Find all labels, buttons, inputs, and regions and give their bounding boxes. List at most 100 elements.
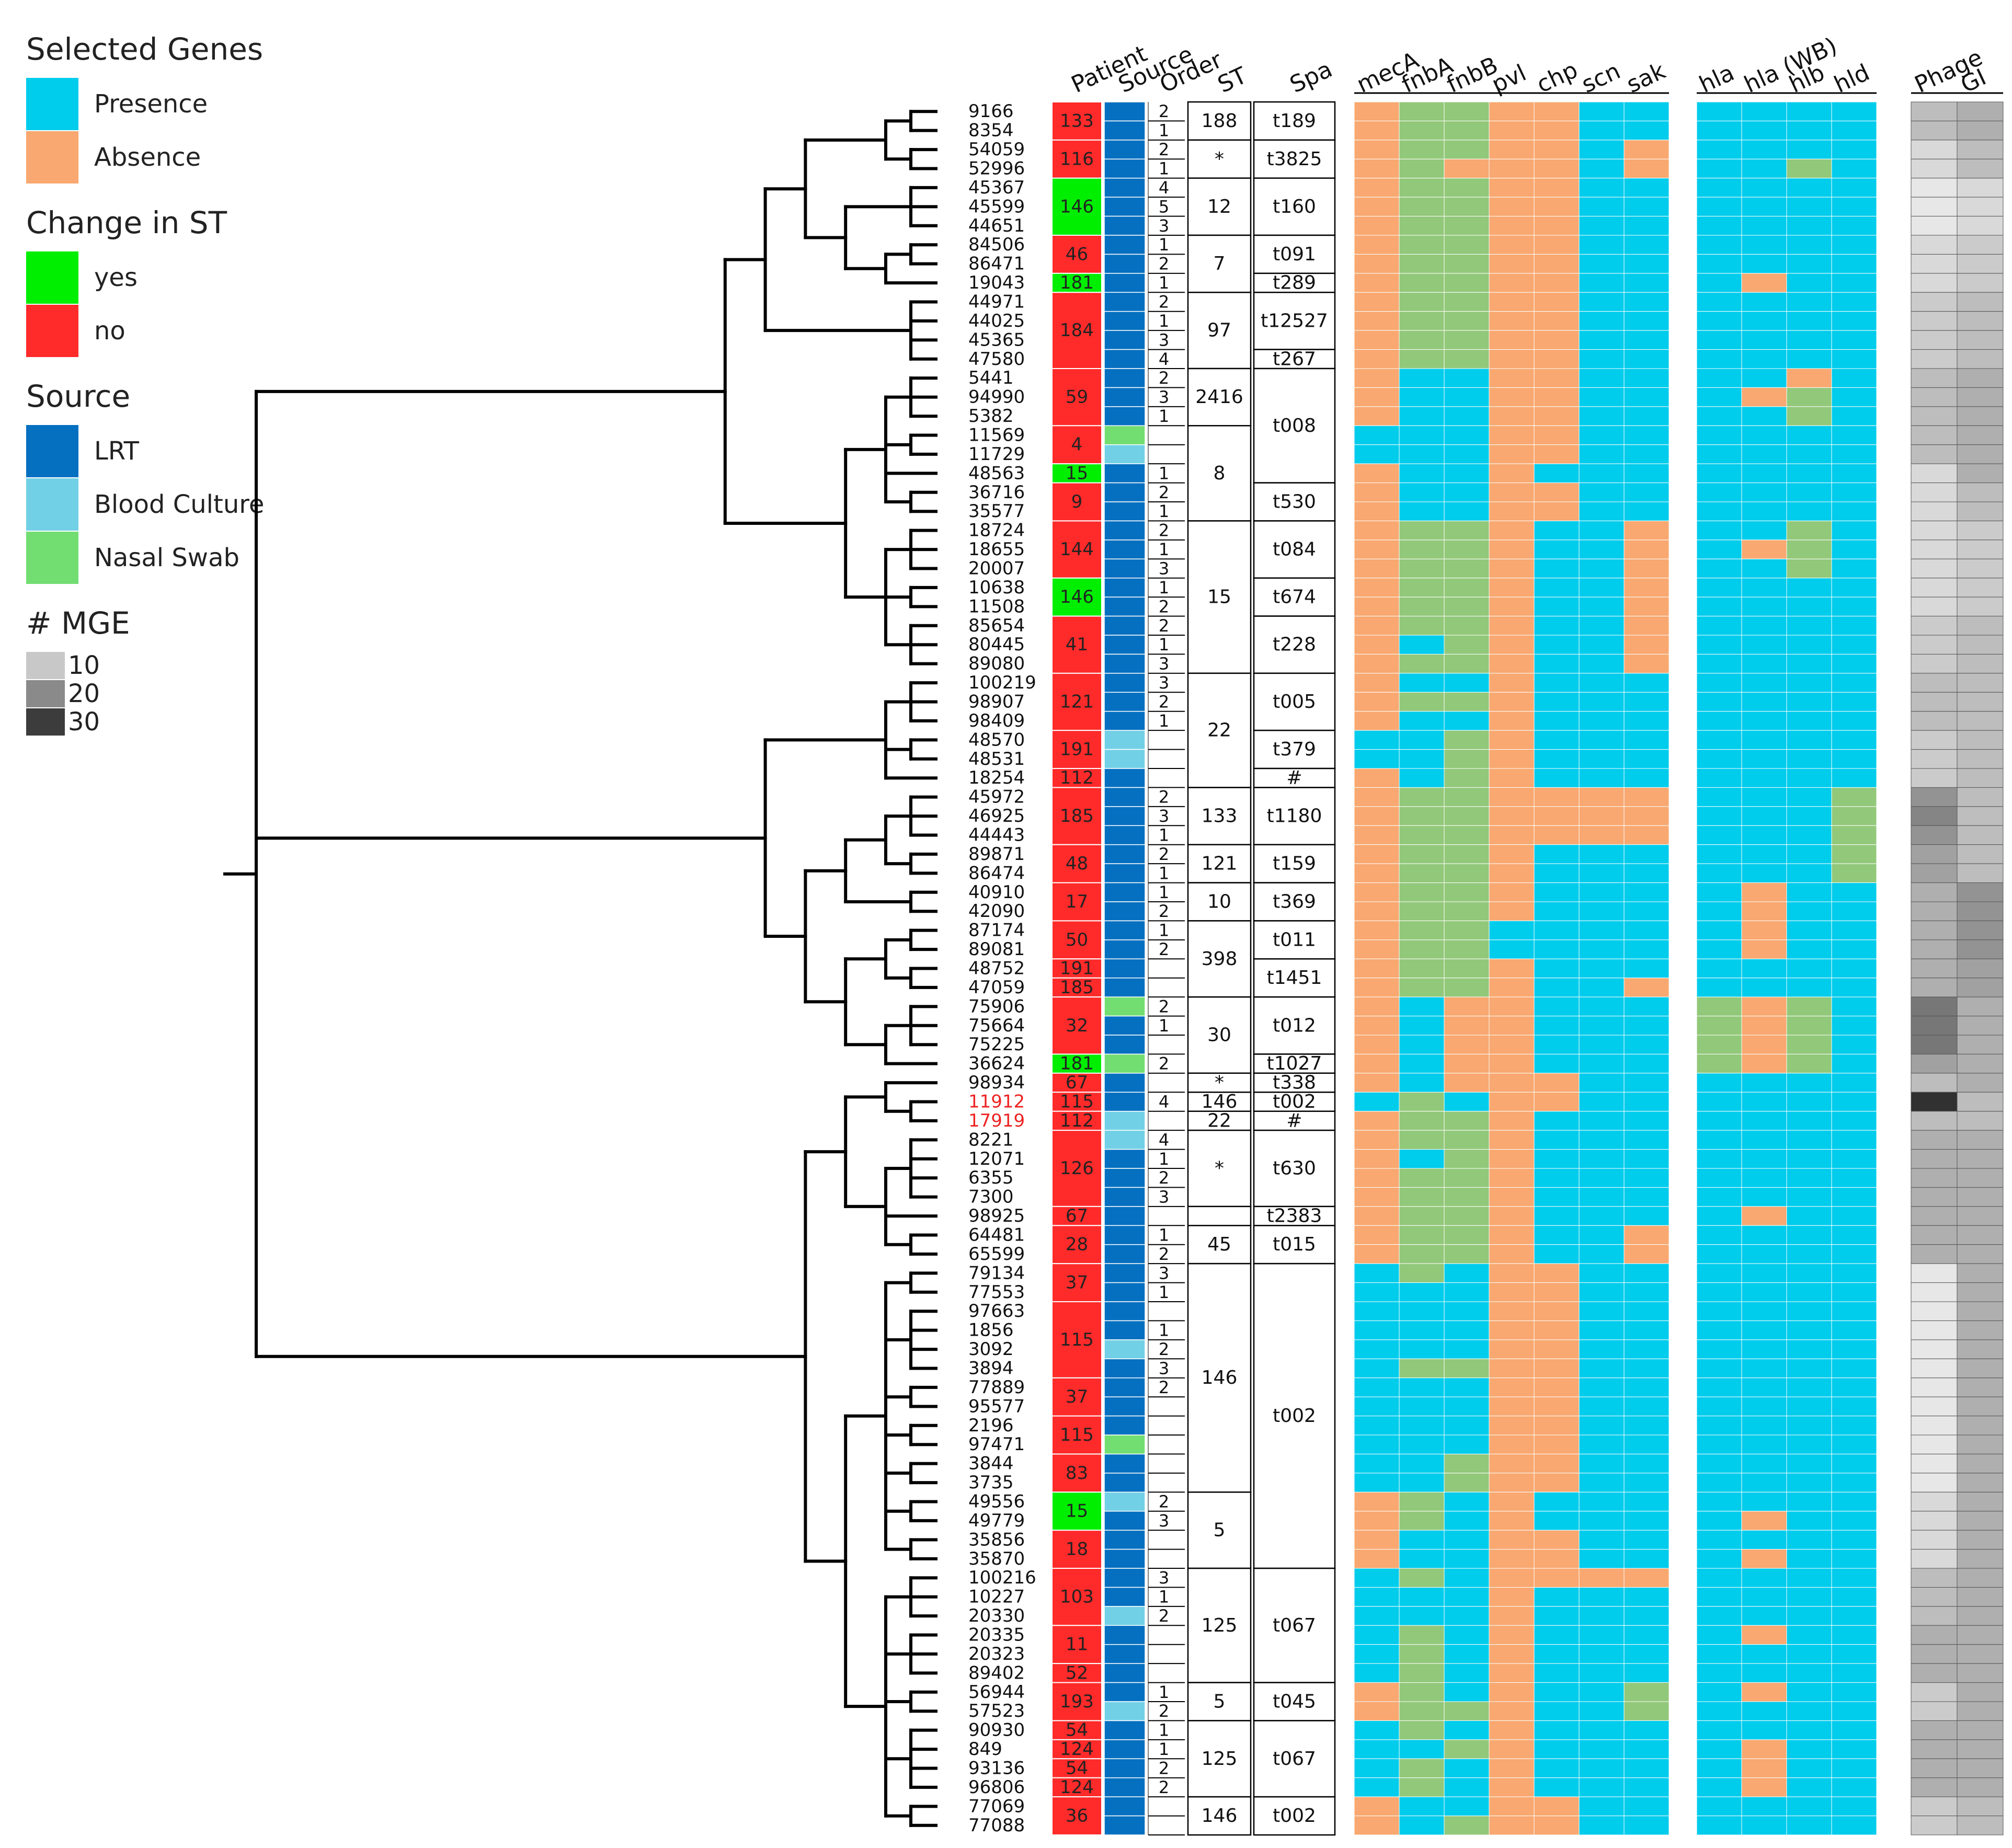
gene-cell — [1579, 1777, 1625, 1797]
phage-cell — [1911, 235, 1958, 255]
phage-cell — [1911, 292, 1958, 312]
gene-cell — [1624, 1320, 1670, 1340]
phage-cell — [1911, 1777, 1958, 1797]
gene-cell — [1444, 1644, 1490, 1664]
gene-cell — [1579, 1530, 1625, 1550]
gene-cell — [1444, 901, 1490, 921]
gene-cell — [1534, 749, 1580, 769]
source-cell — [1104, 540, 1146, 560]
hemolysin-cell — [1786, 1701, 1832, 1721]
gene-cell — [1579, 711, 1625, 731]
phage-cell — [1911, 1682, 1958, 1702]
isolate-label: 11912 — [968, 1092, 1025, 1112]
patient-label: 121 — [1060, 692, 1094, 713]
gene-cell — [1354, 901, 1400, 921]
phage-cell — [1911, 178, 1958, 198]
gene-cell — [1579, 558, 1625, 579]
gene-cell — [1399, 1111, 1445, 1131]
patient-label: 146 — [1060, 196, 1094, 217]
gi-cell — [1957, 1587, 2004, 1607]
hemolysin-cell — [1831, 730, 1877, 750]
gene-cell — [1489, 882, 1535, 902]
gene-cell — [1354, 673, 1400, 693]
order-value: 1 — [1159, 863, 1169, 883]
hemolysin-cell — [1741, 1491, 1787, 1512]
gene-cell — [1399, 882, 1445, 902]
hemolysin-cell — [1741, 158, 1787, 179]
gene-cell — [1354, 1035, 1400, 1054]
hemolysin-cell — [1786, 463, 1832, 484]
hemolysin-cell — [1786, 1473, 1832, 1493]
isolate-label: 20323 — [968, 1644, 1025, 1665]
hemolysin-cell — [1741, 692, 1787, 712]
phage-cell — [1911, 1168, 1958, 1188]
hemolysin-cell — [1786, 1587, 1832, 1607]
gene-cell — [1399, 1016, 1445, 1036]
gene-cell — [1444, 863, 1490, 883]
hemolysin-cell — [1741, 1035, 1787, 1054]
gene-cell — [1579, 1282, 1625, 1302]
order-value: 1 — [1159, 273, 1169, 293]
isolate-label: 98907 — [968, 692, 1025, 713]
gene-cell — [1534, 939, 1580, 959]
gene-cell — [1444, 1053, 1490, 1074]
patient-label: 112 — [1060, 767, 1094, 788]
hemolysin-cell — [1786, 330, 1832, 350]
phage-cell — [1911, 406, 1958, 426]
gene-cell — [1354, 1568, 1400, 1588]
gene-cell — [1534, 1434, 1580, 1454]
gene-cell — [1354, 882, 1400, 902]
isolate-label: 75664 — [968, 1015, 1025, 1036]
legend-swatch — [26, 478, 78, 531]
spa-box — [1253, 1225, 1336, 1265]
hemolysin-cell — [1831, 635, 1877, 655]
gene-cell — [1399, 311, 1445, 331]
patient-label: 83 — [1066, 1463, 1088, 1484]
legend-st-change: Change in ST yes no — [26, 205, 319, 358]
gene-cell — [1579, 1720, 1625, 1740]
hemolysin-cell — [1741, 863, 1787, 883]
gene-cell — [1444, 825, 1490, 845]
gene-cell — [1399, 292, 1445, 312]
gene-cell — [1444, 368, 1490, 388]
hemolysin-cell — [1786, 653, 1832, 674]
isolate-label: 45972 — [968, 787, 1025, 808]
gi-cell — [1957, 330, 2004, 350]
isolate-label: 44025 — [968, 311, 1025, 331]
gene-cell — [1579, 1587, 1625, 1607]
isolate-label: 89081 — [968, 939, 1025, 960]
gene-cell — [1444, 463, 1490, 484]
order-value: 2 — [1159, 1759, 1169, 1778]
source-cell — [1104, 1053, 1146, 1074]
hemolysin-cell — [1831, 273, 1877, 293]
hemolysin-cell — [1741, 1206, 1787, 1226]
gene-cell — [1579, 996, 1625, 1017]
phage-cell — [1911, 463, 1958, 484]
st-box — [1187, 101, 1252, 141]
hemolysin-cell — [1741, 1016, 1787, 1036]
patient-block — [1051, 101, 1102, 141]
isolate-label: 20335 — [968, 1625, 1025, 1646]
gene-cell — [1354, 1301, 1400, 1321]
hemolysin-cell — [1696, 501, 1742, 521]
gene-cell — [1579, 520, 1625, 541]
hemolysin-cell — [1831, 1587, 1877, 1607]
gene-cell — [1489, 1739, 1535, 1759]
hemolysin-cell — [1741, 1225, 1787, 1245]
hemolysin-cell — [1696, 1282, 1742, 1302]
gene-cell — [1624, 120, 1670, 141]
gene-cell — [1399, 996, 1445, 1017]
gene-cell — [1354, 463, 1400, 484]
hemolysin-cell — [1696, 101, 1742, 121]
source-cell — [1104, 349, 1146, 369]
gene-cell — [1534, 273, 1580, 293]
source-cell — [1104, 1206, 1146, 1226]
hemolysin-cell — [1786, 120, 1832, 141]
hemolysin-cell — [1696, 1130, 1742, 1150]
phage-cell — [1911, 1568, 1958, 1588]
gene-cell — [1489, 692, 1535, 712]
gene-cell — [1489, 673, 1535, 693]
patient-block — [1051, 882, 1102, 922]
gene-cell — [1624, 101, 1670, 121]
hemolysin-cell — [1696, 1378, 1742, 1397]
